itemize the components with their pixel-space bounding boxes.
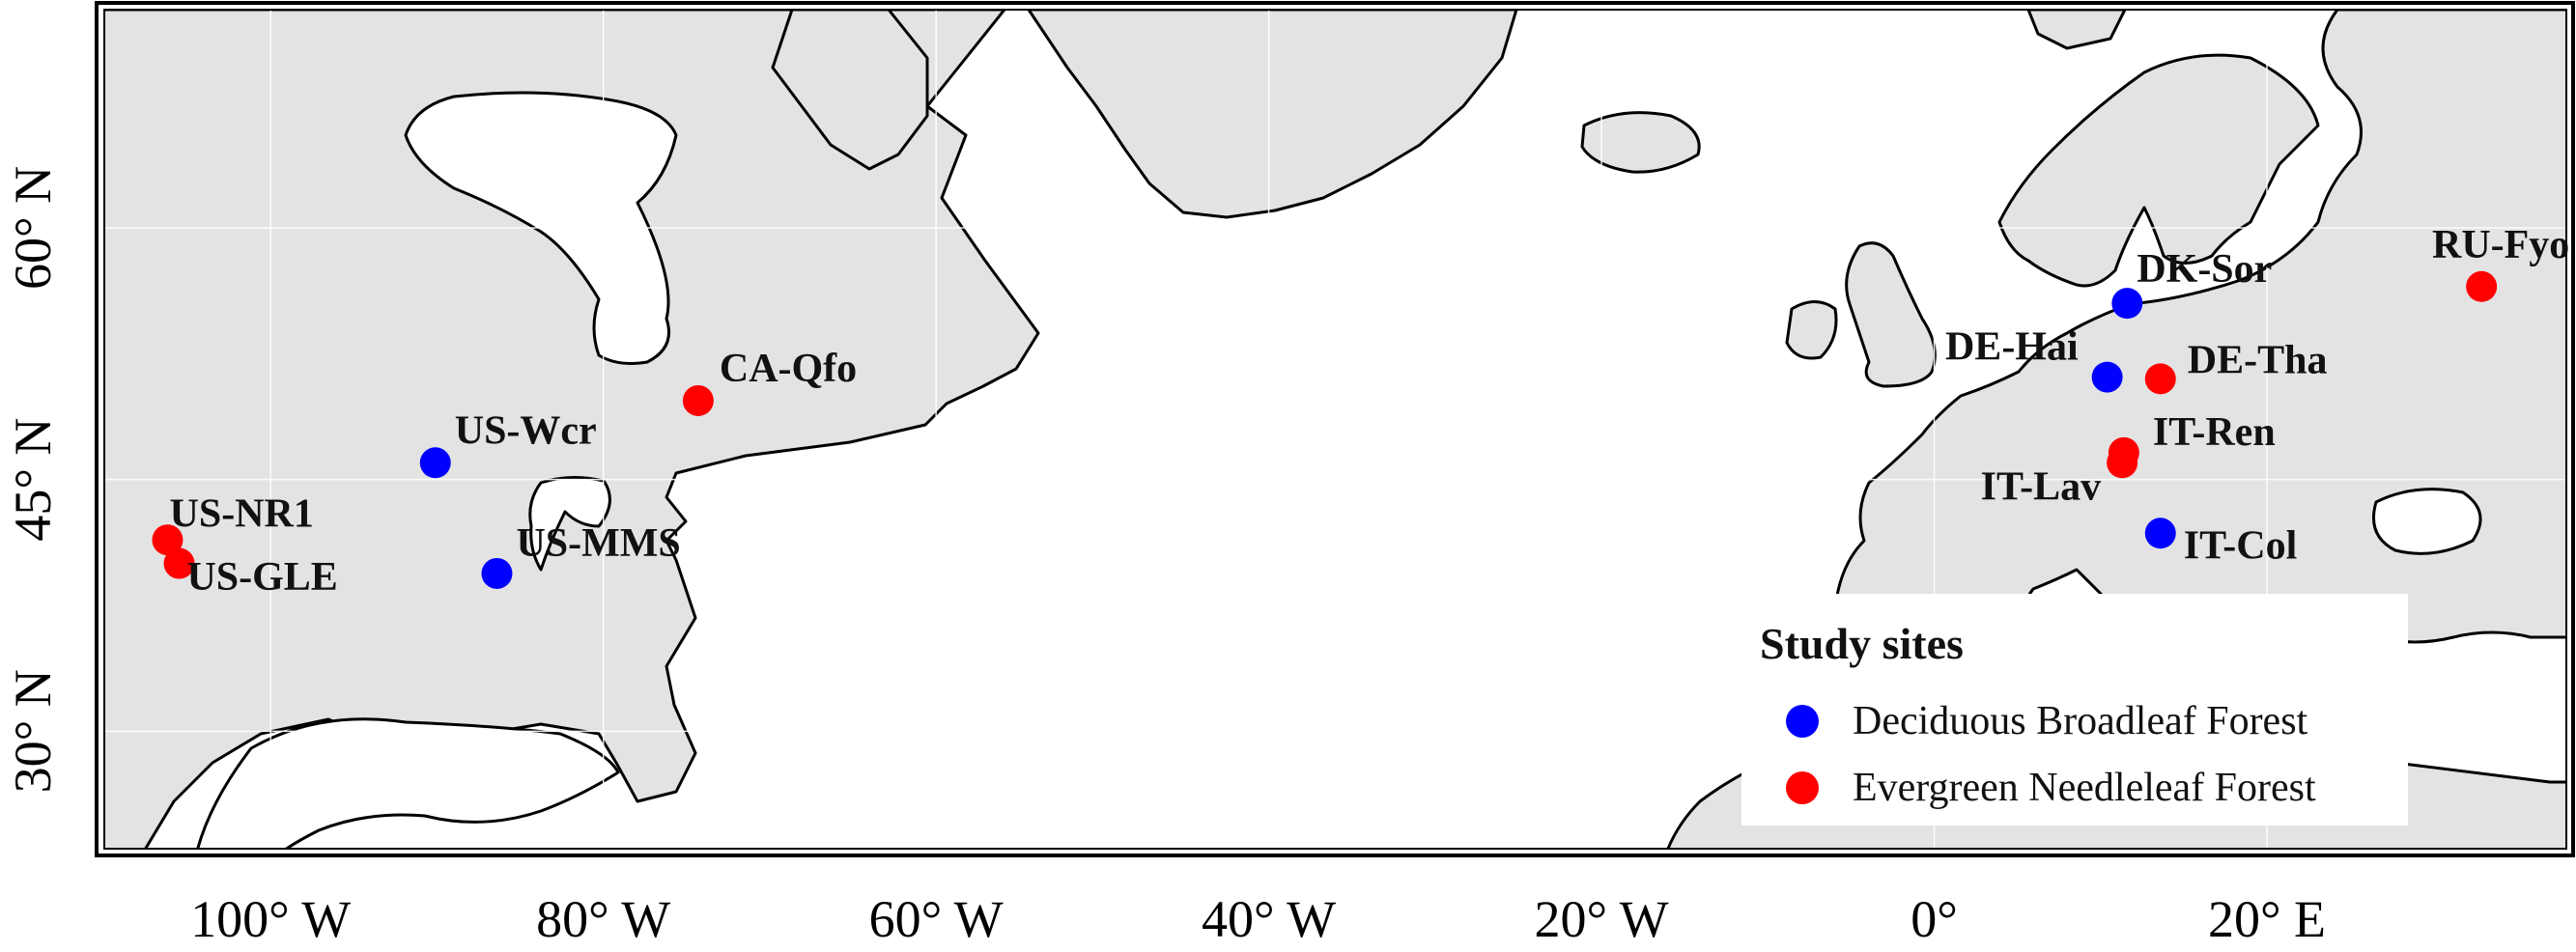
legend-label-deciduous: Deciduous Broadleaf Forest	[1853, 699, 2308, 743]
x-tick-label: 20° W	[1535, 890, 1669, 948]
legend-marker-evergreen	[1786, 771, 1819, 804]
y-axis-ticks: 30° N 45° N 60° N	[4, 166, 62, 793]
gulf-of-mexico	[196, 717, 620, 849]
site-label-it-lav: IT-Lav	[1981, 464, 2102, 509]
great-britain-landmass	[1845, 241, 1937, 388]
legend: Study sites Deciduous Broadleaf Forest E…	[1741, 594, 2408, 826]
map-border-inner	[103, 9, 2567, 850]
site-label-dk-sor: DK-Sor	[2137, 247, 2272, 292]
map-border-outer	[95, 1, 2575, 857]
x-tick-label: 60° W	[869, 890, 1004, 948]
x-tick-label: 0°	[1911, 890, 1958, 948]
site-label-us-wcr: US-Wcr	[455, 408, 597, 453]
site-label-it-col: IT-Col	[2184, 523, 2298, 568]
y-tick-label: 60° N	[4, 166, 62, 290]
site-marker-it-lav	[2107, 447, 2138, 479]
graticule-lines	[104, 10, 2566, 849]
svalbard-landmass	[2026, 10, 2127, 50]
x-tick-label: 40° W	[1202, 890, 1336, 948]
legend-label-evergreen: Evergreen Needleleaf Forest	[1853, 766, 2316, 810]
legend-title: Study sites	[1760, 619, 1964, 668]
x-tick-label: 80° W	[536, 890, 670, 948]
site-label-de-hai: DE-Hai	[1945, 325, 2079, 370]
site-marker-us-nr1	[163, 547, 195, 579]
legend-background	[1741, 594, 2408, 826]
y-tick-label: 30° N	[4, 669, 62, 793]
x-tick-label: 20° E	[2208, 890, 2326, 948]
legend-marker-deciduous	[1786, 705, 1819, 738]
x-axis-ticks: 100° W 80° W 60° W 40° W 20° W 0° 20° E	[190, 890, 2326, 948]
site-label-it-ren: IT-Ren	[2153, 410, 2276, 455]
site-marker-dk-sor	[2111, 288, 2143, 320]
site-marker-ru-fyo	[2466, 270, 2498, 302]
site-marker-us-mms	[481, 557, 513, 589]
greenland-landmass	[1027, 10, 1518, 219]
site-marker-ca-qfo	[682, 384, 714, 416]
site-label-us-gle: US-GLE	[186, 555, 337, 600]
site-marker-de-hai	[2091, 361, 2123, 393]
site-marker-de-tha	[2144, 363, 2176, 395]
site-label-us-mms: US-MMS	[516, 521, 680, 566]
site-marker-us-wcr	[419, 447, 451, 479]
site-label-de-tha: DE-Tha	[2188, 338, 2328, 382]
baffin-island-landmass	[771, 10, 929, 171]
y-tick-label: 45° N	[4, 418, 62, 542]
study-site-markers: US-NR1 US-GLE US-Wcr US-MMS CA-Qfo DK-Sor DE-H…	[152, 223, 2569, 600]
site-marker-us-gle	[152, 524, 184, 556]
iceland-landmass	[1580, 111, 1701, 174]
site-label-us-nr1: US-NR1	[170, 492, 314, 537]
black-sea	[2372, 488, 2482, 555]
site-label-ca-qfo: CA-Qfo	[720, 347, 857, 391]
x-tick-label: 100° W	[190, 890, 351, 948]
site-label-ru-fyo: RU-Fyo	[2432, 223, 2569, 267]
ireland-landmass	[1785, 300, 1838, 360]
site-marker-it-col	[2144, 518, 2176, 549]
